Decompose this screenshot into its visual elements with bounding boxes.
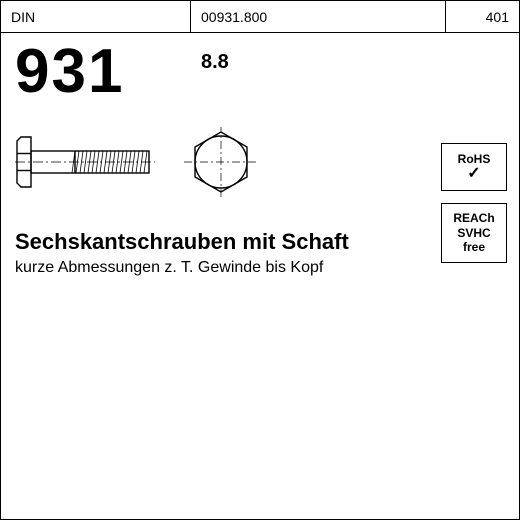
reach-line2: SVHC bbox=[457, 226, 490, 240]
reach-badge: REACh SVHC free bbox=[441, 203, 507, 263]
rohs-badge: RoHS ✓ bbox=[441, 143, 507, 191]
header-page: 401 bbox=[446, 1, 519, 32]
bolt-hex-front-icon bbox=[181, 127, 261, 197]
rohs-label: RoHS bbox=[458, 152, 491, 166]
product-title: Sechskantschrauben mit Schaft bbox=[15, 229, 349, 255]
check-icon: ✓ bbox=[467, 166, 480, 182]
header-partcode: 00931.800 bbox=[191, 1, 446, 32]
strength-grade: 8.8 bbox=[201, 51, 229, 74]
reach-line3: free bbox=[463, 240, 485, 254]
standard-number: 931 bbox=[15, 41, 124, 103]
reach-line1: REACh bbox=[453, 211, 494, 225]
product-subtitle: kurze Abmessungen z. T. Gewinde bis Kopf bbox=[15, 259, 323, 277]
main-area: 931 8.8 Sechskantschrauben mit Schaft ku… bbox=[1, 33, 519, 519]
header-standard: DIN bbox=[1, 1, 191, 32]
bolt-side-view-icon bbox=[15, 127, 155, 197]
header-row: DIN 00931.800 401 bbox=[1, 1, 519, 33]
datasheet-card: DIN 00931.800 401 931 8.8 Sechskantschra… bbox=[0, 0, 520, 520]
